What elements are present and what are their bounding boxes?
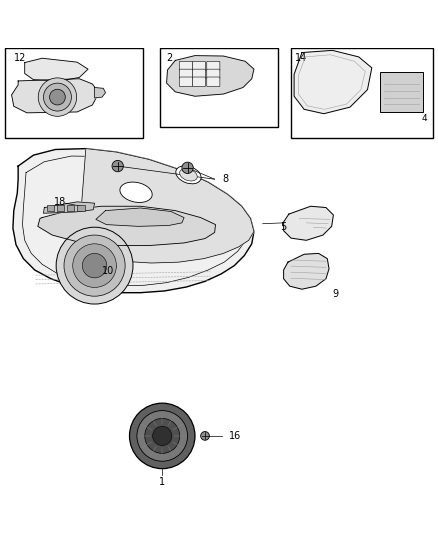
FancyBboxPatch shape [179, 61, 192, 71]
Text: 5: 5 [280, 222, 286, 232]
Circle shape [182, 162, 193, 174]
Text: 9: 9 [332, 288, 339, 298]
Polygon shape [74, 149, 254, 263]
FancyBboxPatch shape [207, 69, 220, 79]
Polygon shape [284, 206, 333, 240]
FancyBboxPatch shape [207, 77, 220, 87]
Text: 12: 12 [14, 53, 26, 63]
FancyBboxPatch shape [179, 77, 192, 87]
Polygon shape [95, 87, 106, 98]
Ellipse shape [120, 182, 152, 203]
Text: 14: 14 [295, 53, 307, 63]
Circle shape [73, 244, 117, 287]
Bar [77, 205, 85, 211]
Bar [57, 205, 64, 211]
Bar [46, 205, 54, 211]
Circle shape [145, 418, 180, 454]
FancyBboxPatch shape [207, 61, 220, 71]
Bar [67, 205, 74, 211]
Text: 1: 1 [159, 477, 165, 487]
Text: 16: 16 [229, 431, 241, 441]
Circle shape [152, 426, 172, 446]
Bar [291, 48, 433, 138]
Polygon shape [43, 202, 95, 213]
Circle shape [137, 410, 187, 461]
Circle shape [201, 432, 209, 440]
Circle shape [43, 83, 71, 111]
Circle shape [112, 160, 124, 172]
Circle shape [38, 78, 77, 116]
Text: 2: 2 [166, 53, 173, 63]
Bar [5, 48, 143, 138]
Text: 8: 8 [223, 174, 229, 184]
FancyBboxPatch shape [179, 69, 192, 79]
FancyBboxPatch shape [192, 77, 205, 87]
FancyBboxPatch shape [192, 61, 205, 71]
Circle shape [130, 403, 195, 469]
Circle shape [49, 89, 65, 105]
Polygon shape [13, 149, 254, 293]
Circle shape [82, 253, 107, 278]
Polygon shape [12, 79, 99, 113]
Text: 18: 18 [53, 197, 66, 207]
Bar [160, 48, 278, 127]
Text: 10: 10 [102, 266, 114, 276]
Ellipse shape [176, 166, 201, 184]
Ellipse shape [180, 168, 197, 181]
Polygon shape [25, 58, 88, 81]
FancyBboxPatch shape [192, 69, 205, 79]
Circle shape [56, 227, 133, 304]
Text: 4: 4 [422, 114, 427, 123]
Polygon shape [166, 55, 254, 96]
Bar [380, 72, 424, 111]
Circle shape [64, 235, 125, 296]
Polygon shape [38, 206, 215, 246]
Polygon shape [284, 253, 329, 289]
Polygon shape [294, 51, 372, 114]
Polygon shape [96, 208, 184, 227]
